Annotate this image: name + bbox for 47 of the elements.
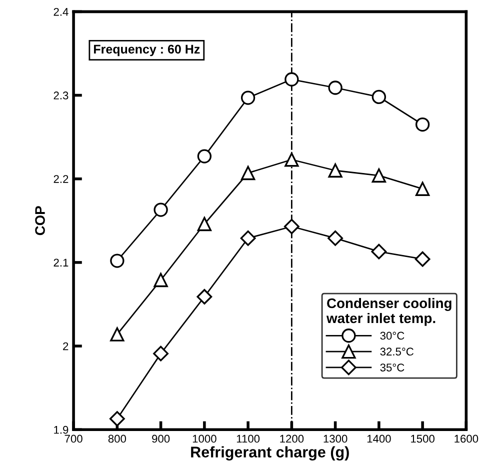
x-tick-label: 1200 [280, 434, 304, 443]
point [328, 80, 342, 95]
point [414, 251, 430, 267]
point [154, 272, 168, 288]
point [110, 254, 124, 268]
point [284, 152, 299, 167]
point [284, 218, 300, 234]
y-tick-label: 2 [63, 342, 68, 350]
legend-title: Condenser cooling water inlet temp. [326, 298, 452, 326]
x-tick-label: 1400 [367, 434, 391, 443]
point [328, 230, 344, 246]
point [240, 90, 256, 105]
point [154, 202, 168, 217]
point [196, 289, 212, 304]
point [197, 149, 212, 164]
y-tick-label: 2.2 [54, 175, 68, 183]
legend-label: 32.5°C [380, 348, 414, 356]
y-axis-title: COP [35, 206, 45, 236]
point [153, 346, 169, 362]
point [415, 182, 430, 196]
point [110, 327, 124, 342]
x-tick-label: 800 [108, 434, 126, 443]
point [109, 411, 125, 426]
x-tick-label: 900 [152, 434, 170, 443]
legend-label: 35°C [380, 364, 404, 372]
y-tick-label: 2.1 [54, 258, 68, 266]
x-tick-label: 1300 [324, 434, 348, 443]
point [372, 90, 386, 104]
point [240, 166, 256, 180]
point [371, 244, 387, 260]
x-tick-label: 1100 [236, 434, 260, 443]
point [284, 72, 299, 86]
point [240, 230, 256, 246]
point [415, 117, 430, 132]
point [328, 163, 342, 178]
y-tick-label: 2.3 [54, 92, 68, 100]
point [372, 168, 386, 183]
y-tick-label: 2.4 [54, 8, 68, 16]
x-tick-label: 700 [64, 434, 82, 443]
point [197, 216, 212, 232]
legend-label: 30°C [380, 332, 404, 340]
x-tick-label: 1600 [454, 434, 478, 443]
x-tick-label: 1000 [192, 434, 216, 443]
x-tick-label: 1500 [411, 434, 434, 443]
annotation: Frequency : 60 Hz [94, 44, 200, 56]
x-axis-title: Refrigerant charge (g) [191, 446, 349, 461]
y-tick-label: 1.9 [54, 426, 68, 434]
